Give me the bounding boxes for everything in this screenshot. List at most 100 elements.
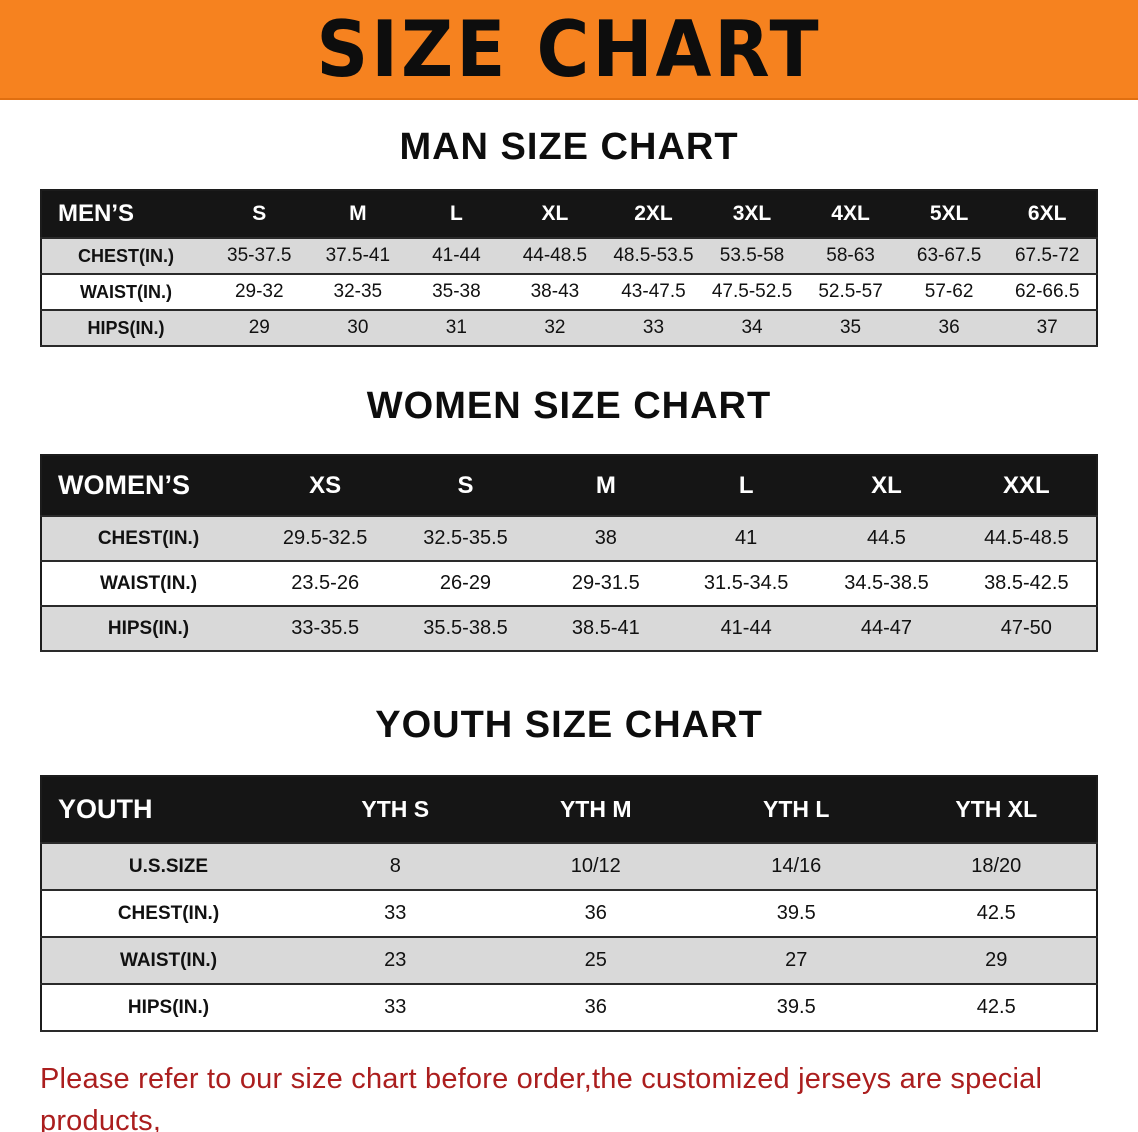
size-value-cell: 47-50 <box>956 606 1097 652</box>
youth-size-table: YOUTH YTH S YTH M YTH L YTH XL U.S.SIZE 8 10/12… <box>40 775 1098 1032</box>
row-label: HIPS(IN.) <box>41 984 295 1032</box>
size-value-cell: 38-43 <box>505 274 605 311</box>
table-title-cell: WOMEN’S <box>41 455 255 517</box>
size-column-header: 6XL <box>998 190 1097 239</box>
size-value-cell: 25 <box>495 937 696 985</box>
size-value-cell: 38.5-42.5 <box>956 561 1097 607</box>
table-row: HIPS(IN.) 29 30 31 32 33 34 35 36 37 <box>41 310 1097 347</box>
size-column-header: YTH S <box>295 776 496 844</box>
size-value-cell: 23 <box>295 937 496 985</box>
order-notice-line-1: Please refer to our size chart before or… <box>40 1063 1043 1132</box>
banner: SIZE CHART <box>0 0 1138 100</box>
size-value-cell: 38 <box>535 516 676 562</box>
size-value-cell: 32-35 <box>308 274 408 311</box>
size-value-cell: 37.5-41 <box>308 238 408 275</box>
table-title-cell: YOUTH <box>41 776 295 844</box>
size-value-cell: 35-38 <box>407 274 506 311</box>
row-label: U.S.SIZE <box>41 843 295 891</box>
size-column-header: XL <box>505 190 605 239</box>
table-row: WAIST(IN.) 23 25 27 29 <box>41 937 1097 985</box>
size-value-cell: 34.5-38.5 <box>816 561 957 607</box>
row-label: HIPS(IN.) <box>41 310 210 347</box>
size-value-cell: 43-47.5 <box>604 274 703 311</box>
size-value-cell: 14/16 <box>696 843 897 891</box>
row-label: WAIST(IN.) <box>41 937 295 985</box>
size-column-header: 2XL <box>604 190 703 239</box>
size-column-header: S <box>395 455 536 517</box>
size-value-cell: 36 <box>495 890 696 938</box>
row-label: WAIST(IN.) <box>41 274 210 311</box>
women-section-heading: WOMEN SIZE CHART <box>366 385 772 427</box>
size-value-cell: 67.5-72 <box>998 238 1097 275</box>
size-column-header: YTH M <box>495 776 696 844</box>
size-value-cell: 30 <box>308 310 408 347</box>
size-value-cell: 33 <box>295 890 496 938</box>
size-value-cell: 41-44 <box>675 606 817 652</box>
size-value-cell: 23.5-26 <box>255 561 396 607</box>
size-value-cell: 29.5-32.5 <box>255 516 396 562</box>
size-value-cell: 39.5 <box>696 890 897 938</box>
table-row: CHEST(IN.) 33 36 39.5 42.5 <box>41 890 1097 938</box>
size-value-cell: 58-63 <box>801 238 900 275</box>
size-value-cell: 39.5 <box>696 984 897 1032</box>
size-value-cell: 32.5-35.5 <box>395 516 536 562</box>
table-header-row: MEN’S S M L XL 2XL 3XL 4XL 5XL 6XL <box>41 190 1097 239</box>
size-value-cell: 48.5-53.5 <box>604 238 703 275</box>
size-value-cell: 42.5 <box>896 890 1097 938</box>
size-value-cell: 35.5-38.5 <box>395 606 536 652</box>
size-value-cell: 52.5-57 <box>801 274 900 311</box>
men-section-heading: MAN SIZE CHART <box>399 126 739 168</box>
size-column-header: S <box>210 190 309 239</box>
size-column-header: M <box>308 190 408 239</box>
size-value-cell: 35-37.5 <box>210 238 309 275</box>
size-value-cell: 31.5-34.5 <box>675 561 817 607</box>
size-value-cell: 29 <box>210 310 309 347</box>
size-column-header: XS <box>255 455 396 517</box>
row-label: CHEST(IN.) <box>41 238 210 275</box>
size-value-cell: 41-44 <box>407 238 506 275</box>
size-value-cell: 47.5-52.5 <box>702 274 802 311</box>
table-row: HIPS(IN.) 33 36 39.5 42.5 <box>41 984 1097 1032</box>
table-row: HIPS(IN.) 33-35.5 35.5-38.5 38.5-41 41-44 44-… <box>41 606 1097 652</box>
size-value-cell: 41 <box>675 516 817 562</box>
table-header-row: WOMEN’S XS S M L XL XXL <box>41 455 1097 517</box>
size-value-cell: 35 <box>801 310 900 347</box>
size-value-cell: 44.5-48.5 <box>956 516 1097 562</box>
size-value-cell: 44-47 <box>816 606 957 652</box>
size-value-cell: 33 <box>604 310 703 347</box>
row-label: HIPS(IN.) <box>41 606 255 652</box>
size-column-header: XXL <box>956 455 1097 517</box>
size-value-cell: 62-66.5 <box>998 274 1097 311</box>
table-row: CHEST(IN.) 29.5-32.5 32.5-35.5 38 41 44.5 44.5… <box>41 516 1097 562</box>
size-column-header: 3XL <box>702 190 802 239</box>
size-value-cell: 44-48.5 <box>505 238 605 275</box>
row-label: WAIST(IN.) <box>41 561 255 607</box>
women-size-table: WOMEN’S XS S M L XL XXL CHEST(IN.) 29.5-32.5 32.5… <box>40 454 1098 652</box>
size-value-cell: 33-35.5 <box>255 606 396 652</box>
size-column-header: 5XL <box>899 190 999 239</box>
size-value-cell: 38.5-41 <box>535 606 676 652</box>
table-title-cell: MEN’S <box>41 190 210 239</box>
size-value-cell: 29 <box>896 937 1097 985</box>
table-row: WAIST(IN.) 29-32 32-35 35-38 38-43 43-47.5 47.… <box>41 274 1097 311</box>
size-column-header: L <box>407 190 506 239</box>
size-value-cell: 63-67.5 <box>899 238 999 275</box>
size-value-cell: 29-32 <box>210 274 309 311</box>
size-value-cell: 27 <box>696 937 897 985</box>
size-value-cell: 36 <box>899 310 999 347</box>
size-column-header: L <box>675 455 817 517</box>
size-value-cell: 37 <box>998 310 1097 347</box>
table-header-row: YOUTH YTH S YTH M YTH L YTH XL <box>41 776 1097 844</box>
size-value-cell: 26-29 <box>395 561 536 607</box>
size-column-header: YTH XL <box>896 776 1097 844</box>
table-row: CHEST(IN.) 35-37.5 37.5-41 41-44 44-48.5 48.5… <box>41 238 1097 275</box>
size-value-cell: 8 <box>295 843 496 891</box>
size-column-header: YTH L <box>696 776 897 844</box>
size-value-cell: 29-31.5 <box>535 561 676 607</box>
size-value-cell: 10/12 <box>495 843 696 891</box>
page-title: SIZE CHART <box>316 3 822 95</box>
row-label: CHEST(IN.) <box>41 516 255 562</box>
table-row: U.S.SIZE 8 10/12 14/16 18/20 <box>41 843 1097 891</box>
men-size-table: MEN’S S M L XL 2XL 3XL 4XL 5XL 6XL CHEST(IN.) 35-37… <box>40 189 1098 347</box>
